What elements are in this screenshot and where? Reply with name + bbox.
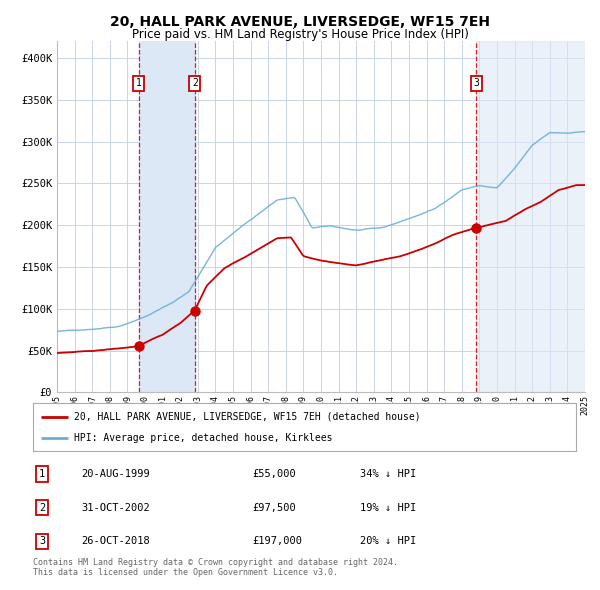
Text: Price paid vs. HM Land Registry's House Price Index (HPI): Price paid vs. HM Land Registry's House … [131, 28, 469, 41]
Text: 20, HALL PARK AVENUE, LIVERSEDGE, WF15 7EH (detached house): 20, HALL PARK AVENUE, LIVERSEDGE, WF15 7… [74, 411, 421, 421]
Text: 20, HALL PARK AVENUE, LIVERSEDGE, WF15 7EH: 20, HALL PARK AVENUE, LIVERSEDGE, WF15 7… [110, 15, 490, 29]
Text: 20% ↓ HPI: 20% ↓ HPI [360, 536, 416, 546]
Text: 2: 2 [39, 503, 45, 513]
Text: 34% ↓ HPI: 34% ↓ HPI [360, 469, 416, 479]
Bar [476, 41, 585, 392]
Text: 2: 2 [192, 78, 198, 88]
Text: 20-AUG-1999: 20-AUG-1999 [81, 469, 150, 479]
Text: £197,000: £197,000 [252, 536, 302, 546]
Text: Contains HM Land Registry data © Crown copyright and database right 2024.
This d: Contains HM Land Registry data © Crown c… [33, 558, 398, 577]
Text: £97,500: £97,500 [252, 503, 296, 513]
Text: £55,000: £55,000 [252, 469, 296, 479]
Text: 3: 3 [39, 536, 45, 546]
Text: 26-OCT-2018: 26-OCT-2018 [81, 536, 150, 546]
Bar [139, 41, 195, 392]
Text: 3: 3 [473, 78, 479, 88]
Text: 1: 1 [136, 78, 142, 88]
Text: HPI: Average price, detached house, Kirklees: HPI: Average price, detached house, Kirk… [74, 433, 332, 443]
Text: 19% ↓ HPI: 19% ↓ HPI [360, 503, 416, 513]
Text: 1: 1 [39, 469, 45, 479]
Text: 31-OCT-2002: 31-OCT-2002 [81, 503, 150, 513]
